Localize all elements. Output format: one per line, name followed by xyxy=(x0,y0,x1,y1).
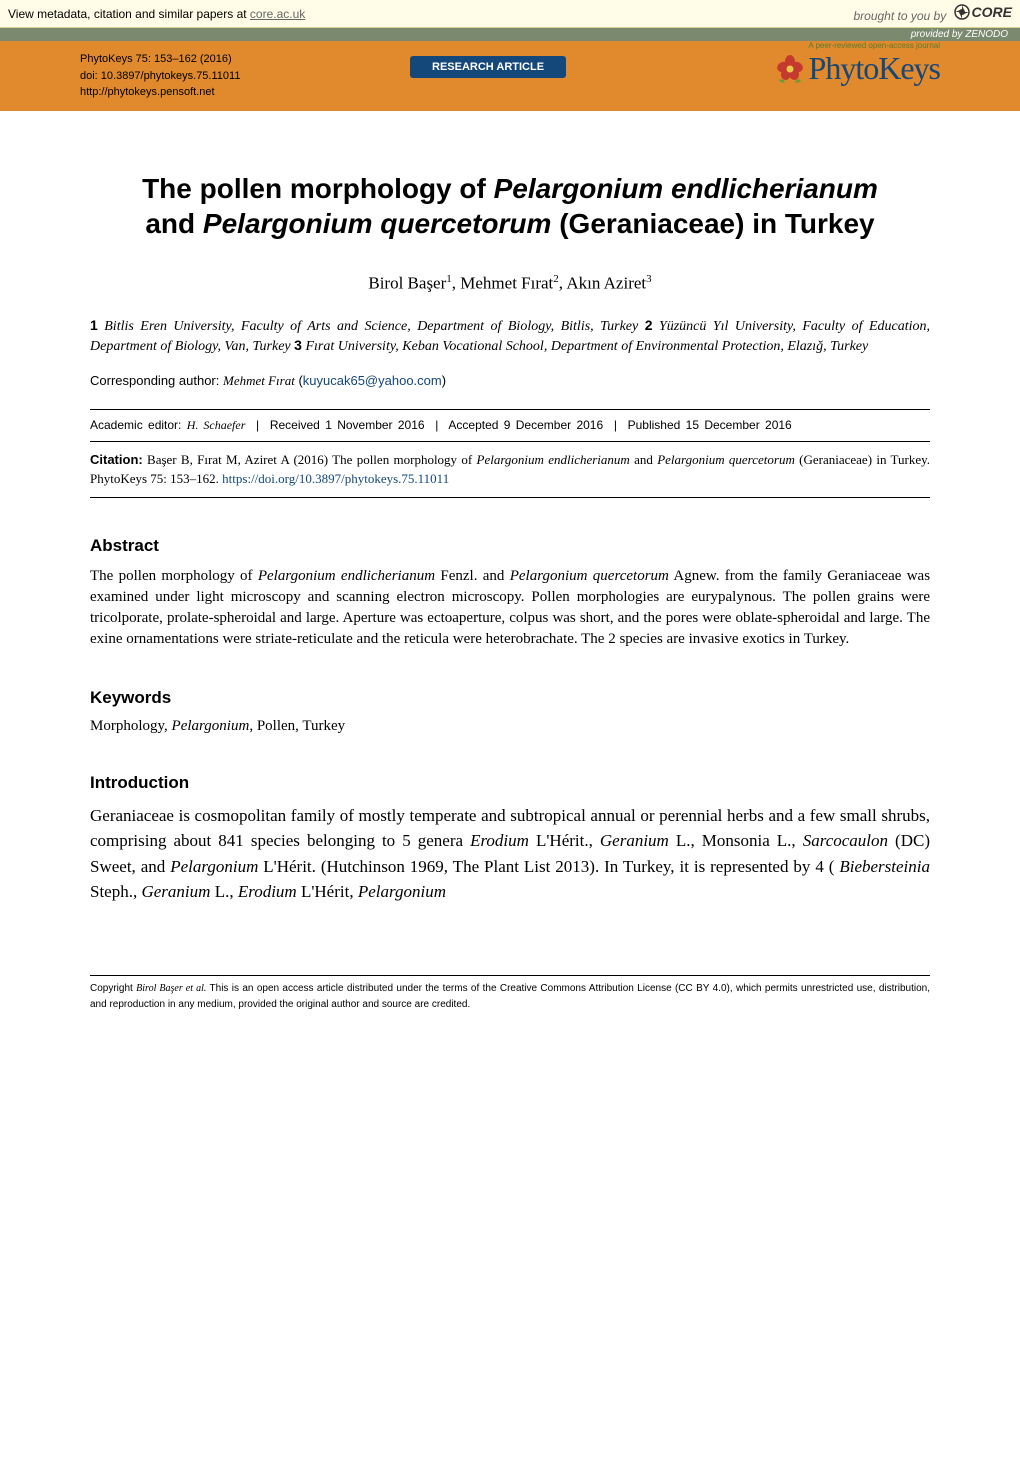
doi-link[interactable]: doi: 10.3897/phytokeys.75.11011 xyxy=(80,70,240,82)
journal-tagline: Launched to accelerate biodiversity rese… xyxy=(773,92,940,101)
logo-underline xyxy=(773,88,940,90)
article-content: The pollen morphology of Pelargonium end… xyxy=(0,171,1020,905)
journal-name: PhytoKeys xyxy=(809,50,940,87)
core-banner: View metadata, citation and similar pape… xyxy=(0,0,1020,28)
core-label: CORE xyxy=(972,4,1012,20)
provided-bar: provided by ZENODO xyxy=(0,28,1020,41)
copyright-text: Copyright Birol Başer et al. This is an … xyxy=(90,976,930,1013)
banner-left: View metadata, citation and similar pape… xyxy=(8,7,853,21)
journal-tagline-top: A peer-reviewed open-access journal xyxy=(773,41,940,50)
intro-text: Geraniaceae is cosmopolitan family of mo… xyxy=(90,803,930,905)
authors: Birol Başer1, Mehmet Fırat2, Akın Aziret… xyxy=(90,273,930,294)
editorial-info: Academic editor: H. Schaefer | Received … xyxy=(90,410,930,441)
author-3: Akın Aziret xyxy=(566,274,646,293)
keywords-text: Morphology, Pelargonium, Pollen, Turkey xyxy=(90,718,930,735)
banner-text: View metadata, citation and similar pape… xyxy=(8,7,247,21)
core-icon xyxy=(954,4,970,20)
core-logo[interactable]: CORE xyxy=(954,4,1012,20)
article-title: The pollen morphology of Pelargonium end… xyxy=(90,171,930,241)
research-article-badge: RESEARCH ARTICLE xyxy=(410,56,566,78)
citation-box: Citation: Başer B, Fırat M, Aziret A (20… xyxy=(90,442,930,497)
author-1: Birol Başer xyxy=(368,274,446,293)
provided-text: provided by ZENODO xyxy=(911,29,1008,40)
corresponding-email[interactable]: kuyucak65@yahoo.com xyxy=(303,373,442,388)
abstract-heading: Abstract xyxy=(90,536,930,556)
banner-right: brought to you by CORE xyxy=(853,4,1012,23)
core-link[interactable]: core.ac.uk xyxy=(250,7,305,21)
keywords-heading: Keywords xyxy=(90,688,930,708)
author-2: Mehmet Fırat xyxy=(460,274,553,293)
divider xyxy=(90,497,930,498)
header-band: PhytoKeys 75: 153–162 (2016) doi: 10.389… xyxy=(0,41,1020,111)
journal-logo-block: A peer-reviewed open-access journal Phyt… xyxy=(773,41,940,101)
footer: Copyright Birol Başer et al. This is an … xyxy=(0,975,1020,1037)
flower-icon xyxy=(773,52,807,86)
citation-doi-link[interactable]: https://doi.org/10.3897/phytokeys.75.110… xyxy=(222,471,449,486)
journal-logo[interactable]: PhytoKeys xyxy=(773,50,940,87)
citation-line: PhytoKeys 75: 153–162 (2016) xyxy=(80,51,240,68)
introduction-heading: Introduction xyxy=(90,773,930,793)
brought-by-text: brought to you by xyxy=(853,9,949,23)
journal-url[interactable]: http://phytokeys.pensoft.net xyxy=(80,86,215,98)
corresponding-author: Corresponding author: Mehmet Fırat (kuyu… xyxy=(90,373,930,389)
article-meta: PhytoKeys 75: 153–162 (2016) doi: 10.389… xyxy=(80,51,240,101)
abstract-text: The pollen morphology of Pelargonium end… xyxy=(90,566,930,650)
affiliations: 1 Bitlis Eren University, Faculty of Art… xyxy=(90,316,930,357)
